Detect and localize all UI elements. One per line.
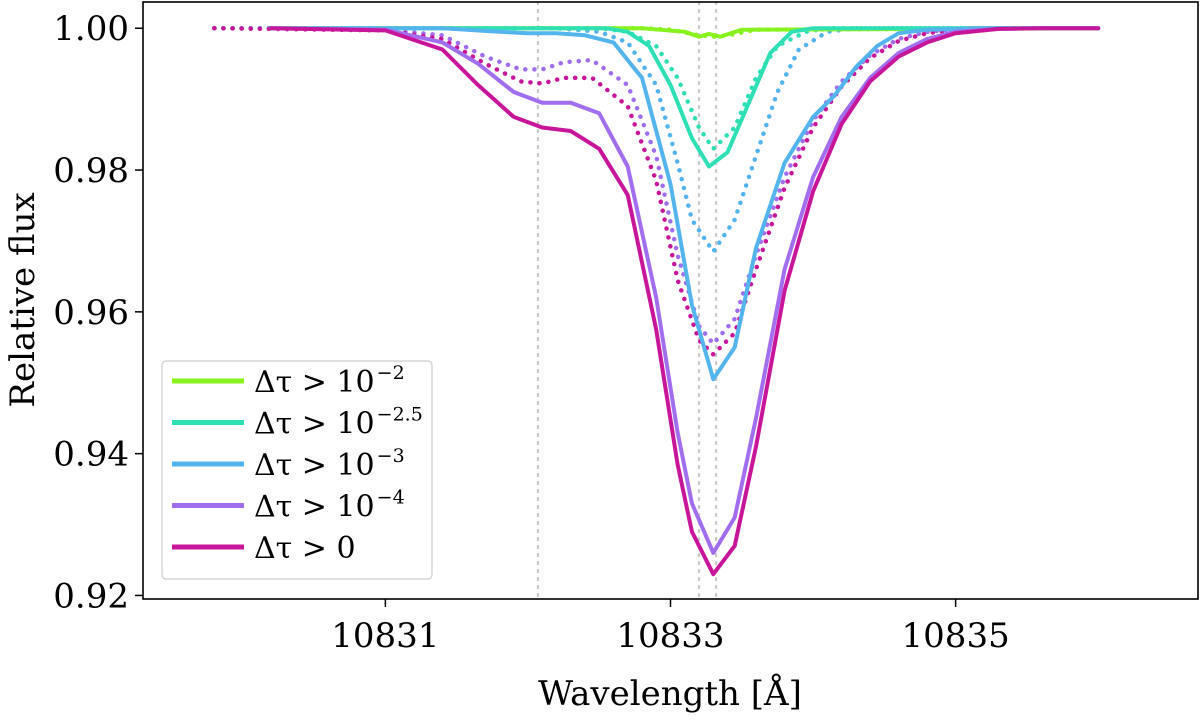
y-axis-label: Relative flux bbox=[3, 192, 43, 407]
x-axis-label: Wavelength [Å] bbox=[538, 673, 802, 714]
legend-exponent-3: −4 bbox=[377, 487, 405, 509]
series-layer bbox=[212, 25, 1101, 577]
legend-exponent-2: −3 bbox=[377, 445, 405, 467]
legend-frame bbox=[161, 360, 433, 580]
legend-label-1: Δτ > 10 −2.5 bbox=[254, 404, 423, 442]
legend-label-2: Δτ > 10 −3 bbox=[254, 445, 405, 483]
legend: Δτ > 10 −2 Δτ > 10 −2.5Δτ > 10 −3 Δτ > 10 −4 Δτ… bbox=[161, 360, 433, 580]
x-tick-label-2: 10835 bbox=[902, 616, 1010, 656]
series-line-8 bbox=[269, 26, 1101, 577]
series-line-2 bbox=[269, 26, 1101, 169]
legend-label-4: Δτ > 0 bbox=[254, 531, 356, 566]
reference-lines bbox=[536, 0, 718, 601]
x-tick-label-0: 10831 bbox=[331, 616, 439, 656]
y-tick-label-3: 0.98 bbox=[53, 151, 129, 191]
series-line-9-dotted bbox=[212, 25, 1101, 357]
legend-exponent-0: −2 bbox=[377, 362, 405, 384]
y-tick-label-2: 0.96 bbox=[53, 293, 129, 333]
y-tick-label-4: 1.00 bbox=[53, 9, 129, 49]
x-tick-label-1: 10833 bbox=[616, 616, 724, 656]
series-line-3-dotted bbox=[212, 25, 1101, 152]
y-tick-label-0: 0.92 bbox=[53, 576, 129, 616]
legend-label-0: Δτ > 10 −2 bbox=[254, 362, 405, 400]
x-axis: 10831 10833 10835 bbox=[331, 599, 1010, 656]
y-axis: 0.92 0.94 0.96 0.98 1.00 bbox=[53, 9, 143, 616]
series-line-6 bbox=[269, 26, 1101, 555]
series-line-4 bbox=[269, 26, 1101, 382]
y-tick-label-1: 0.94 bbox=[53, 435, 129, 475]
legend-label-3: Δτ > 10 −4 bbox=[254, 487, 405, 525]
series-line-0 bbox=[269, 26, 1101, 39]
legend-exponent-1: −2.5 bbox=[377, 404, 423, 426]
series-line-5-dotted bbox=[212, 25, 1101, 254]
